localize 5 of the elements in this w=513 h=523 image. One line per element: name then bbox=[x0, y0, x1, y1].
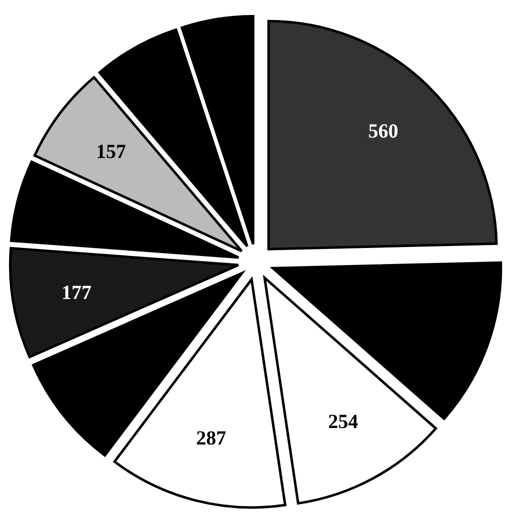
data-label: 254 bbox=[328, 410, 358, 433]
data-label: 157 bbox=[96, 140, 126, 163]
data-label: 287 bbox=[196, 428, 226, 450]
data-label: 177 bbox=[61, 282, 92, 304]
data-label: 560 bbox=[368, 120, 398, 143]
